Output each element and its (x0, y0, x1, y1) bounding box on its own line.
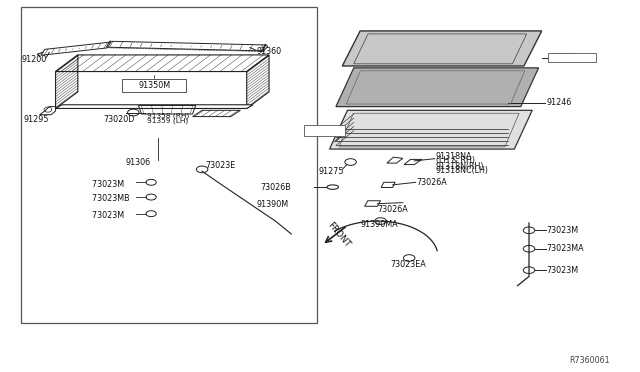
Text: 91390MA: 91390MA (360, 220, 398, 229)
Text: 91275: 91275 (319, 167, 344, 176)
Text: 73023M: 73023M (88, 211, 125, 220)
Text: FRONT: FRONT (326, 220, 352, 249)
Bar (20, 7, 317, 323)
Text: 73020D: 73020D (103, 115, 134, 124)
Text: 73023M: 73023M (88, 180, 125, 189)
Text: 91295: 91295 (24, 115, 49, 124)
Text: 91200: 91200 (22, 55, 47, 64)
Text: 91250N: 91250N (307, 126, 339, 135)
Text: (LH & RH): (LH & RH) (436, 156, 475, 166)
Text: 91358 (RH): 91358 (RH) (147, 113, 189, 119)
Polygon shape (548, 53, 596, 62)
Text: 73023E: 73023E (205, 161, 236, 170)
Polygon shape (330, 110, 532, 149)
Text: 73023MB: 73023MB (88, 195, 130, 203)
Text: 91390M: 91390M (256, 200, 289, 209)
Text: 91360: 91360 (256, 48, 282, 57)
Text: 91246: 91246 (547, 99, 572, 108)
Text: 91359 (LH): 91359 (LH) (147, 117, 188, 124)
Text: 73023M: 73023M (547, 266, 579, 275)
Text: 73023M: 73023M (547, 226, 579, 235)
Text: 73026A: 73026A (417, 178, 447, 187)
Text: 73026B: 73026B (260, 183, 291, 192)
Text: R7360061: R7360061 (570, 356, 610, 365)
Text: 91318NA: 91318NA (436, 152, 472, 161)
Text: 91318N(RH): 91318N(RH) (436, 162, 484, 171)
Text: 91350M: 91350M (138, 81, 170, 90)
Polygon shape (336, 68, 539, 107)
Text: 73023MA: 73023MA (547, 244, 584, 253)
Text: 91318NC(LH): 91318NC(LH) (436, 166, 489, 175)
Bar (304, 125, 346, 136)
Text: 91210: 91210 (550, 53, 575, 62)
Text: 91306: 91306 (125, 157, 151, 167)
Polygon shape (342, 31, 541, 66)
Text: 73023EA: 73023EA (390, 260, 426, 269)
Text: 73026A: 73026A (378, 205, 408, 214)
Bar (122, 79, 186, 92)
Polygon shape (56, 105, 253, 109)
